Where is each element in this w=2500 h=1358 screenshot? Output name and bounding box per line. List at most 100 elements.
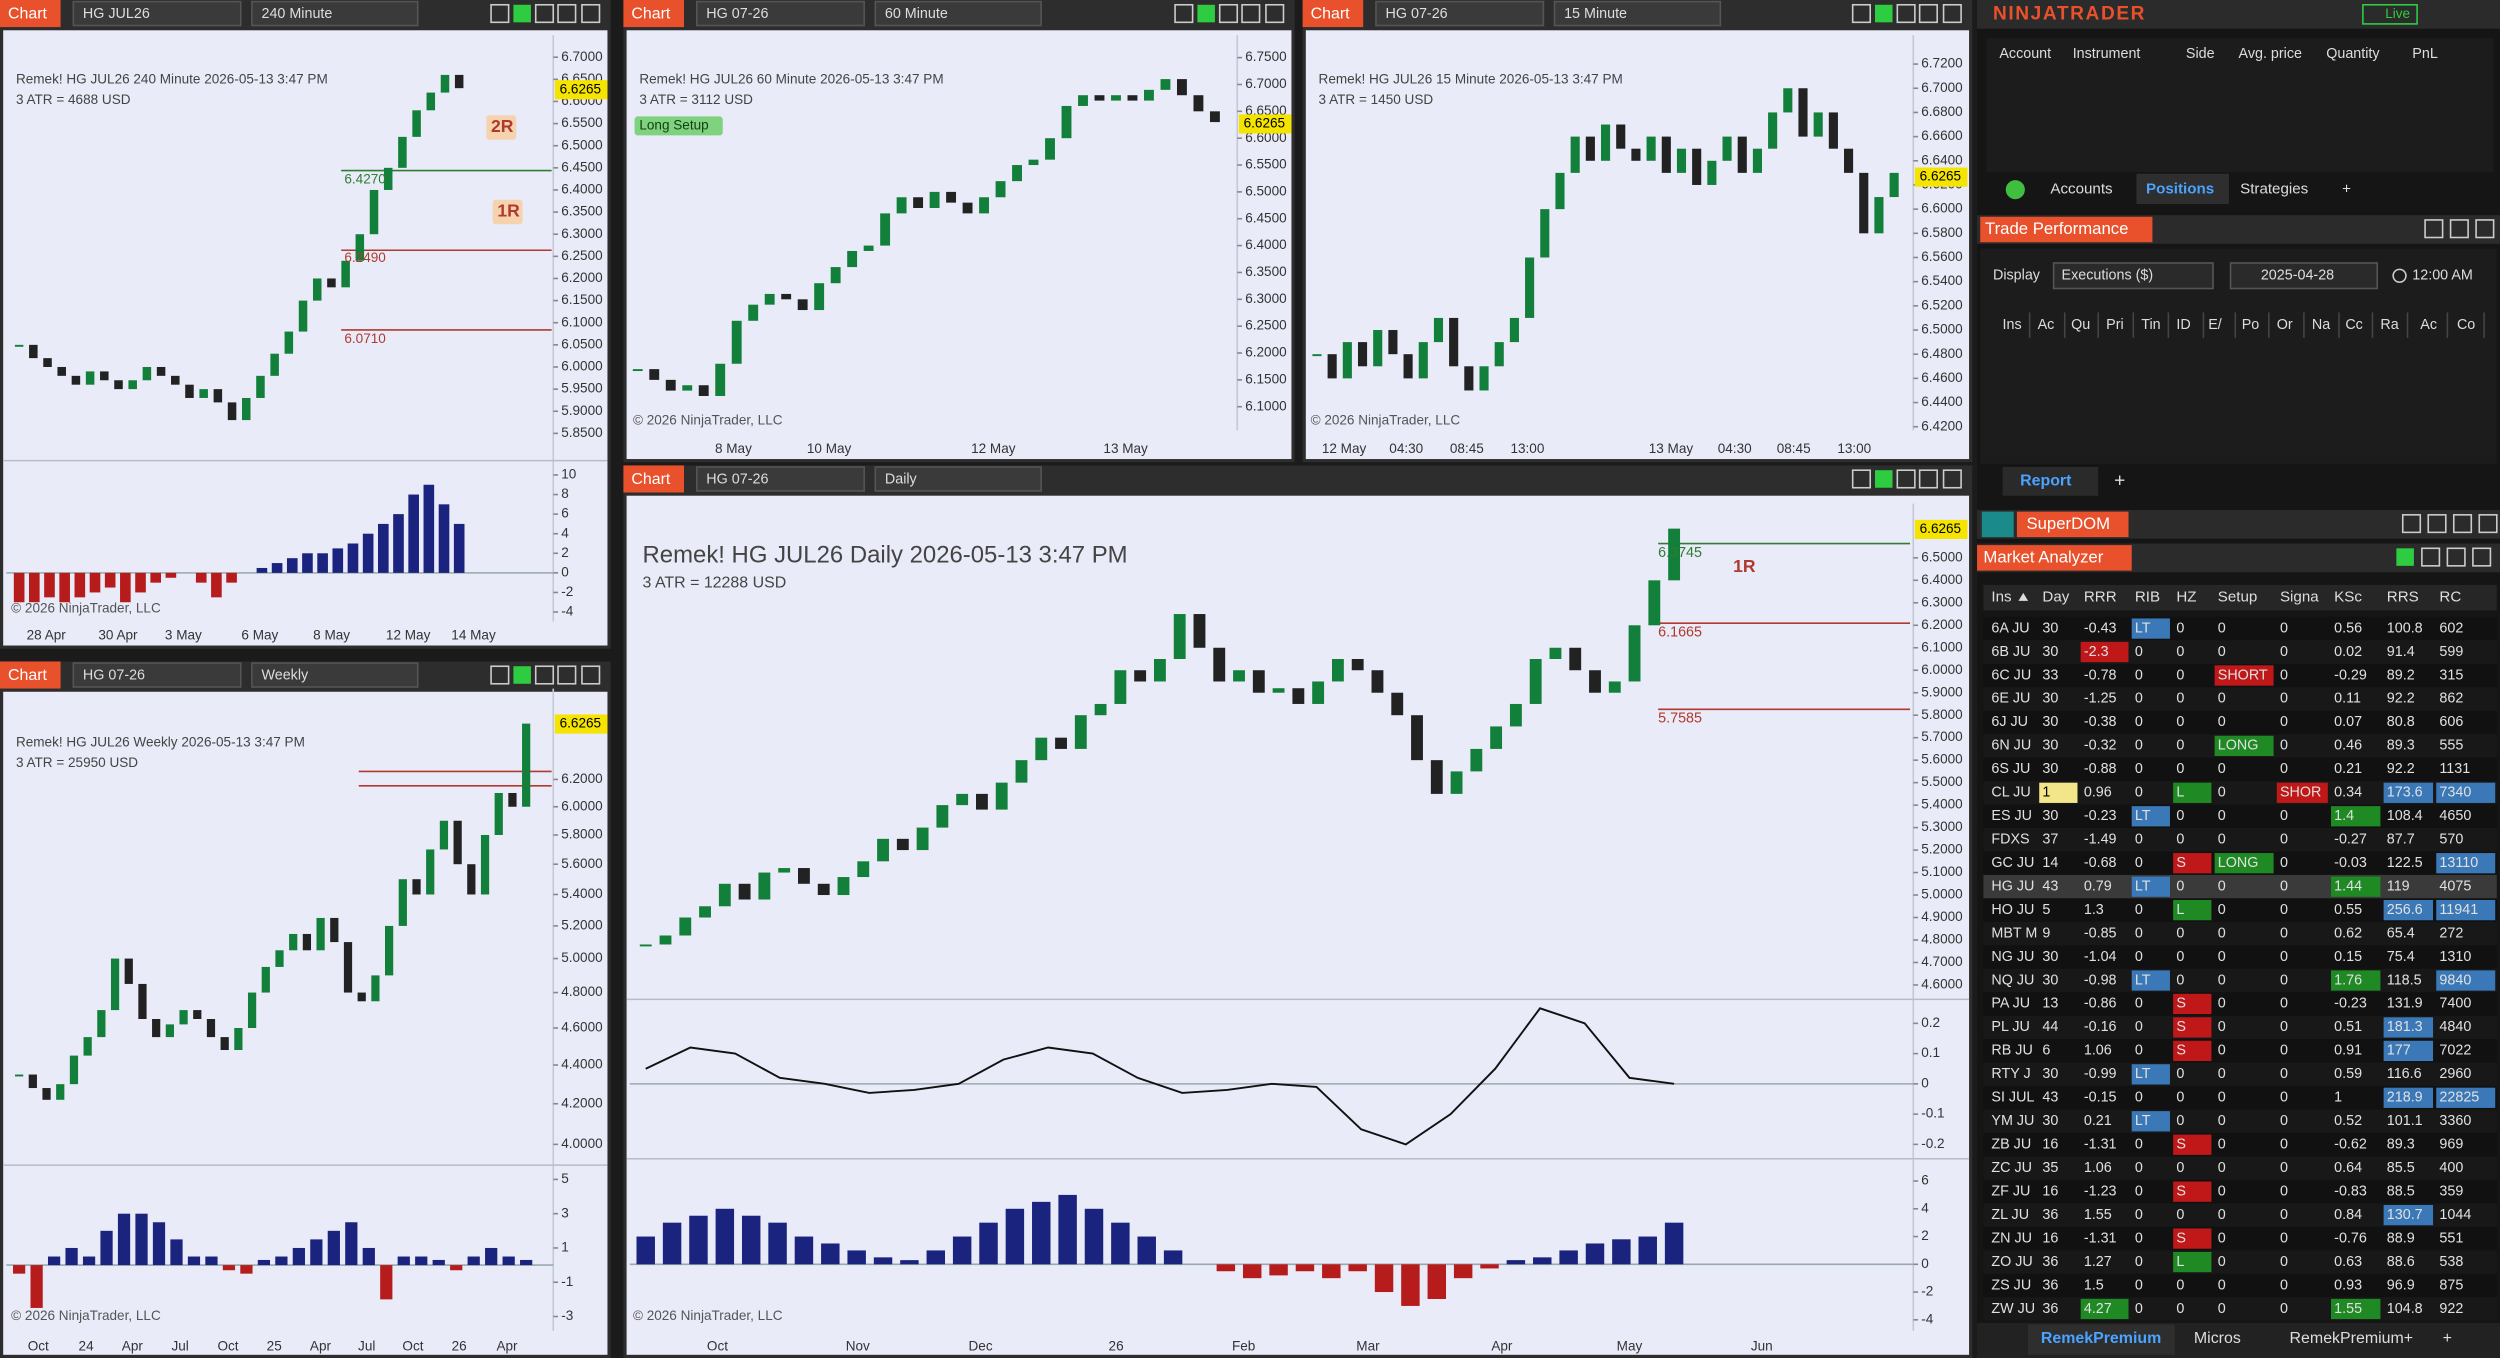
analyzer-row[interactable] bbox=[1983, 640, 2497, 664]
analyzer-row[interactable] bbox=[1983, 757, 2497, 782]
chart-tab-label[interactable]: Chart bbox=[8, 6, 48, 23]
instrument[interactable]: HG 07-26 bbox=[83, 668, 145, 684]
analyzer-column[interactable]: Ins bbox=[1991, 589, 2012, 606]
display-value[interactable]: Executions ($) bbox=[2062, 268, 2154, 284]
instrument-selector[interactable] bbox=[72, 662, 242, 688]
window-button[interactable] bbox=[534, 665, 555, 685]
analyzer-column[interactable]: KSc bbox=[2334, 589, 2362, 606]
report-add-tab[interactable]: + bbox=[2114, 470, 2125, 491]
interval-selector[interactable] bbox=[1553, 0, 1722, 27]
chart-tab[interactable] bbox=[623, 0, 684, 28]
instrument-selector[interactable] bbox=[1375, 0, 1545, 27]
analyzer-row[interactable] bbox=[1983, 874, 2497, 899]
status-button[interactable] bbox=[513, 666, 531, 684]
window-button[interactable] bbox=[2452, 514, 2473, 534]
time-value[interactable]: 12:00 AM bbox=[2412, 268, 2473, 284]
interval[interactable]: 60 Minute bbox=[885, 6, 948, 22]
window-button[interactable] bbox=[557, 3, 577, 24]
window-button[interactable] bbox=[1265, 3, 1285, 24]
interval[interactable]: 240 Minute bbox=[261, 6, 332, 22]
analyzer-column[interactable]: Day bbox=[2042, 589, 2069, 606]
instrument[interactable]: HG 07-26 bbox=[706, 472, 768, 488]
analyzer-tab[interactable]: RemekPremium+ bbox=[2290, 1330, 2414, 1347]
positions-tab[interactable]: Positions bbox=[2146, 181, 2214, 198]
analyzer-row[interactable] bbox=[1983, 1015, 2497, 1040]
report-tab[interactable] bbox=[2002, 467, 2099, 496]
date-selector[interactable] bbox=[2229, 262, 2379, 290]
status-button[interactable] bbox=[2396, 548, 2414, 566]
analyzer-row[interactable] bbox=[1983, 827, 2497, 852]
analyzer-row[interactable] bbox=[1983, 1250, 2497, 1274]
window-button[interactable] bbox=[1896, 3, 1916, 24]
analyzer-row[interactable] bbox=[1983, 1109, 2497, 1134]
analyzer-tab[interactable]: Micros bbox=[2194, 1330, 2241, 1347]
analyzer-row[interactable] bbox=[1983, 945, 2497, 969]
analyzer-row[interactable] bbox=[1983, 710, 2497, 735]
analyzer-column[interactable]: RIB bbox=[2135, 589, 2160, 606]
window-button[interactable] bbox=[2424, 219, 2444, 239]
chart-tab-label[interactable]: Chart bbox=[1311, 6, 1351, 23]
window-button[interactable] bbox=[1918, 3, 1938, 24]
chart-tab-label[interactable]: Chart bbox=[631, 471, 671, 488]
analyzer-row[interactable] bbox=[1983, 781, 2497, 805]
interval-selector[interactable] bbox=[251, 662, 419, 688]
interval[interactable]: Weekly bbox=[261, 668, 309, 684]
analyzer-row[interactable] bbox=[1983, 1179, 2497, 1204]
window-button[interactable] bbox=[2449, 219, 2469, 239]
window-button[interactable] bbox=[1218, 3, 1239, 24]
interval[interactable]: 15 Minute bbox=[1564, 6, 1627, 22]
analyzer-row[interactable] bbox=[1983, 1086, 2497, 1110]
instrument-selector[interactable] bbox=[695, 0, 865, 27]
chart-tab[interactable] bbox=[0, 661, 61, 689]
window-button[interactable] bbox=[2401, 514, 2422, 534]
window-button[interactable] bbox=[490, 3, 510, 24]
analyzer-row[interactable] bbox=[1983, 992, 2497, 1016]
analyzer-row[interactable] bbox=[1983, 1226, 2497, 1251]
positions-tab[interactable]: + bbox=[2342, 181, 2351, 198]
window-button[interactable] bbox=[1942, 469, 1962, 489]
window-button[interactable] bbox=[581, 665, 601, 685]
analyzer-column[interactable]: RRR bbox=[2084, 589, 2117, 606]
chart-tab[interactable] bbox=[0, 0, 61, 28]
analyzer-column[interactable]: RC bbox=[2439, 589, 2461, 606]
instrument-selector[interactable] bbox=[695, 466, 865, 492]
instrument[interactable]: HG 07-26 bbox=[706, 6, 768, 22]
instrument[interactable]: HG JUL26 bbox=[83, 6, 150, 22]
positions-tab[interactable]: Strategies bbox=[2240, 181, 2309, 198]
window-button[interactable] bbox=[2427, 514, 2447, 534]
window-button[interactable] bbox=[1896, 469, 1916, 489]
analyzer-row[interactable] bbox=[1983, 1062, 2497, 1087]
date-value[interactable]: 2025-04-28 bbox=[2261, 268, 2334, 284]
window-button[interactable] bbox=[581, 3, 601, 24]
window-button[interactable] bbox=[1918, 469, 1938, 489]
positions-tab[interactable]: Accounts bbox=[2050, 181, 2113, 198]
interval[interactable]: Daily bbox=[885, 472, 918, 488]
window-button[interactable] bbox=[2446, 547, 2466, 567]
interval-selector[interactable] bbox=[874, 466, 1042, 492]
analyzer-column[interactable]: Setup bbox=[2218, 589, 2258, 606]
chart-tab-label[interactable]: Chart bbox=[631, 6, 671, 23]
interval-selector[interactable] bbox=[251, 0, 419, 27]
window-button[interactable] bbox=[2475, 219, 2495, 239]
analyzer-tab[interactable]: RemekPremium bbox=[2041, 1330, 2162, 1347]
chart-tab[interactable] bbox=[1302, 0, 1364, 28]
display-selector[interactable] bbox=[2052, 262, 2214, 290]
window-button[interactable] bbox=[490, 665, 510, 685]
active-tab[interactable] bbox=[2028, 1324, 2175, 1355]
window-button[interactable] bbox=[1851, 3, 1872, 24]
analyzer-row[interactable] bbox=[1983, 1156, 2497, 1180]
window-button[interactable] bbox=[557, 665, 577, 685]
status-button[interactable] bbox=[513, 4, 531, 23]
chart-tab-label[interactable]: Chart bbox=[8, 667, 48, 684]
analyzer-column[interactable]: RRS bbox=[2387, 589, 2419, 606]
window-button[interactable] bbox=[534, 3, 555, 24]
instrument[interactable]: HG 07-26 bbox=[1386, 6, 1448, 22]
report-tab-label[interactable]: Report bbox=[2020, 473, 2072, 490]
status-button[interactable] bbox=[1197, 4, 1215, 23]
analyzer-tab[interactable]: + bbox=[2443, 1330, 2452, 1347]
analyzer-row[interactable] bbox=[1983, 687, 2497, 711]
analyzer-row[interactable] bbox=[1983, 1133, 2497, 1157]
active-tab[interactable] bbox=[2136, 173, 2229, 205]
analyzer-column[interactable]: Signa bbox=[2280, 589, 2319, 606]
analyzer-row[interactable] bbox=[1983, 1039, 2497, 1063]
